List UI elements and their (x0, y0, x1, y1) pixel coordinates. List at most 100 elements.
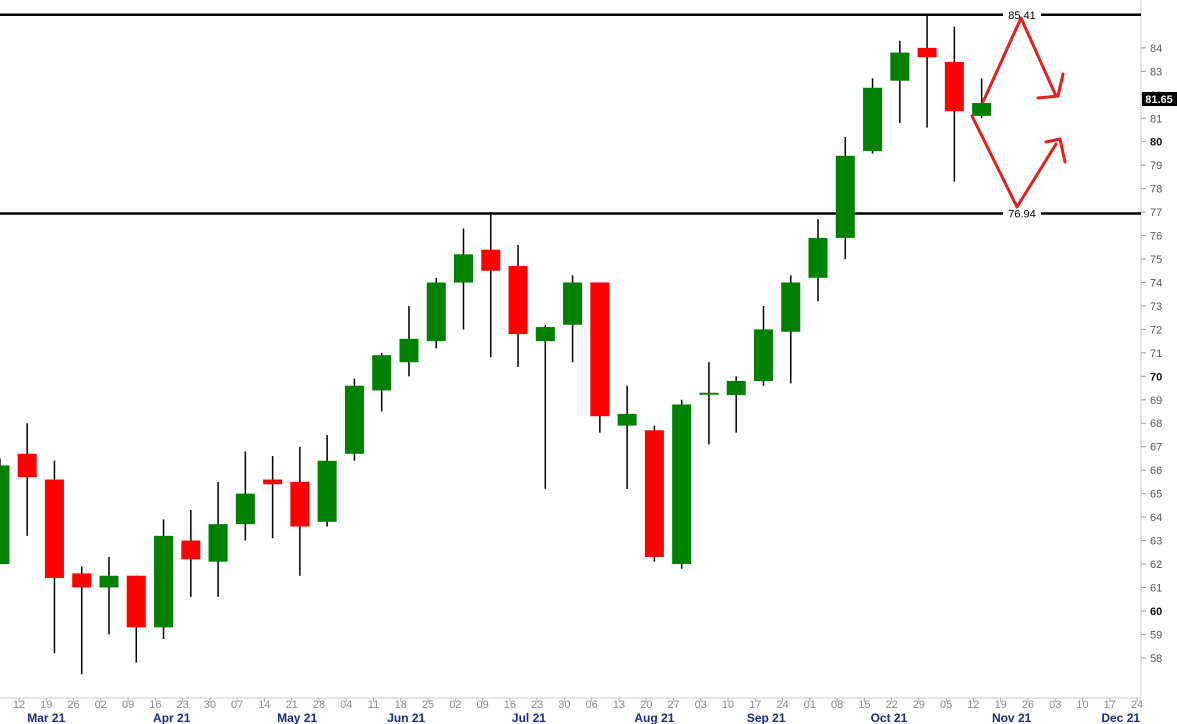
candle-body (344, 385, 364, 454)
x-tick-label: 17 (749, 699, 761, 711)
candle-body (590, 282, 610, 417)
month-label: Dec 21 (1101, 711, 1140, 724)
candle-body (917, 47, 937, 58)
candle-body (835, 155, 855, 238)
month-label: Jun 21 (387, 711, 425, 724)
month-label: Sep 21 (747, 711, 786, 724)
x-tick-label: 23 (531, 699, 543, 711)
x-tick-label: 24 (776, 699, 788, 711)
month-label: May 21 (277, 711, 317, 724)
y-tick-label: 75 (1150, 254, 1162, 266)
candle-body (0, 465, 10, 565)
y-tick-label: 81 (1150, 113, 1162, 125)
y-tick-label: 58 (1150, 653, 1162, 665)
month-label: Mar 21 (27, 711, 65, 724)
candle-body (563, 282, 583, 325)
axes-layer (0, 0, 1142, 699)
x-tick-label: 18 (395, 699, 407, 711)
candle-body (481, 249, 501, 271)
candle-body (154, 535, 174, 628)
x-tick-label: 03 (1049, 699, 1061, 711)
candle-body (753, 329, 773, 382)
candle-body (972, 103, 992, 116)
x-tick-label: 14 (258, 699, 270, 711)
y-tick-label: 59 (1150, 629, 1162, 641)
month-label: Aug 21 (634, 711, 674, 724)
y-tick-label: 76 (1150, 231, 1162, 243)
x-tick-label: 22 (886, 699, 898, 711)
y-tick-label: 61 (1150, 582, 1162, 594)
y-tick-label: 71 (1150, 348, 1162, 360)
candles-layer (0, 14, 992, 675)
candle-body (699, 392, 719, 395)
candle-body (263, 479, 283, 485)
x-tick-label: 30 (204, 699, 216, 711)
x-tick-label: 01 (804, 699, 816, 711)
x-tick-label: 10 (722, 699, 734, 711)
x-tick-label: 24 (1131, 699, 1143, 711)
candle-body (644, 430, 664, 557)
last-price-tag-bg (1142, 92, 1177, 106)
level-label-bg-0 (1003, 7, 1041, 21)
y-tick-label: 65 (1150, 489, 1162, 501)
x-tick-label: 25 (422, 699, 434, 711)
forecast-annotation (970, 16, 1067, 209)
x-tick-label: 08 (831, 699, 843, 711)
x-tick-label: 26 (1022, 699, 1034, 711)
candle-body (399, 338, 419, 363)
y-tick-label: 60 (1150, 606, 1162, 618)
y-tick-label: 67 (1150, 442, 1162, 454)
x-tick-label: 02 (449, 699, 461, 711)
month-label: Oct 21 (871, 711, 908, 724)
candle-body (317, 460, 337, 522)
x-tick-label: 19 (40, 699, 52, 711)
x-tick-label: 16 (149, 699, 161, 711)
x-tick-label: 09 (476, 699, 488, 711)
x-tick-label: 15 (858, 699, 870, 711)
x-tick-label: 20 (640, 699, 652, 711)
x-tick-label: 21 (286, 699, 298, 711)
candle-body (208, 524, 228, 562)
x-tick-label: 10 (1076, 699, 1088, 711)
level-label-1: 76.94 (1008, 209, 1036, 221)
x-tick-label: 16 (504, 699, 516, 711)
forecast-up-arrow-head (1036, 72, 1065, 100)
x-tick-label: 09 (122, 699, 134, 711)
x-tick-label: 06 (586, 699, 598, 711)
candle-body (235, 493, 255, 525)
y-tick-label: 63 (1150, 536, 1162, 548)
y-tick-label: 68 (1150, 418, 1162, 430)
x-tick-label: 30 (558, 699, 570, 711)
y-tick-label: 83 (1150, 66, 1162, 78)
x-axis-ticks: 12 19 26 02 09 16 23 30 07 14 21 28 04 11 18 25 02 09 16 23… (13, 698, 1143, 724)
y-tick-label: 80 (1150, 137, 1162, 149)
y-tick-label: 70 (1150, 371, 1162, 383)
x-tick-label: 26 (67, 699, 79, 711)
candle-body (508, 266, 528, 335)
candle-body (890, 52, 910, 81)
candle-body (944, 61, 964, 112)
y-tick-label: 78 (1150, 184, 1162, 196)
candle-body (17, 453, 37, 478)
x-tick-label: 12 (13, 699, 25, 711)
candle-body (44, 479, 64, 579)
y-axis-ticks: 58 59 60 61 62 63 64 65 66 67 68 69 70 71 72 73 74 75 76 77… (1141, 43, 1162, 665)
candle-body (72, 573, 92, 588)
x-tick-label: 17 (1104, 699, 1116, 711)
x-tick-label: 29 (913, 699, 925, 711)
candle-body (290, 481, 310, 527)
candle-body (426, 282, 446, 342)
month-label: Nov 21 (992, 711, 1032, 724)
x-tick-label: 13 (613, 699, 625, 711)
y-tick-label: 73 (1150, 301, 1162, 313)
x-tick-label: 23 (176, 699, 188, 711)
candle-body (454, 254, 474, 283)
forecast-down-arrow-head (1044, 137, 1067, 164)
y-tick-label: 77 (1150, 207, 1162, 219)
x-tick-label: 11 (368, 699, 379, 711)
y-tick-label: 84 (1150, 43, 1162, 55)
level-label-bg-1 (1003, 206, 1041, 220)
y-tick-label: 74 (1150, 277, 1162, 289)
candle-body (372, 355, 392, 391)
